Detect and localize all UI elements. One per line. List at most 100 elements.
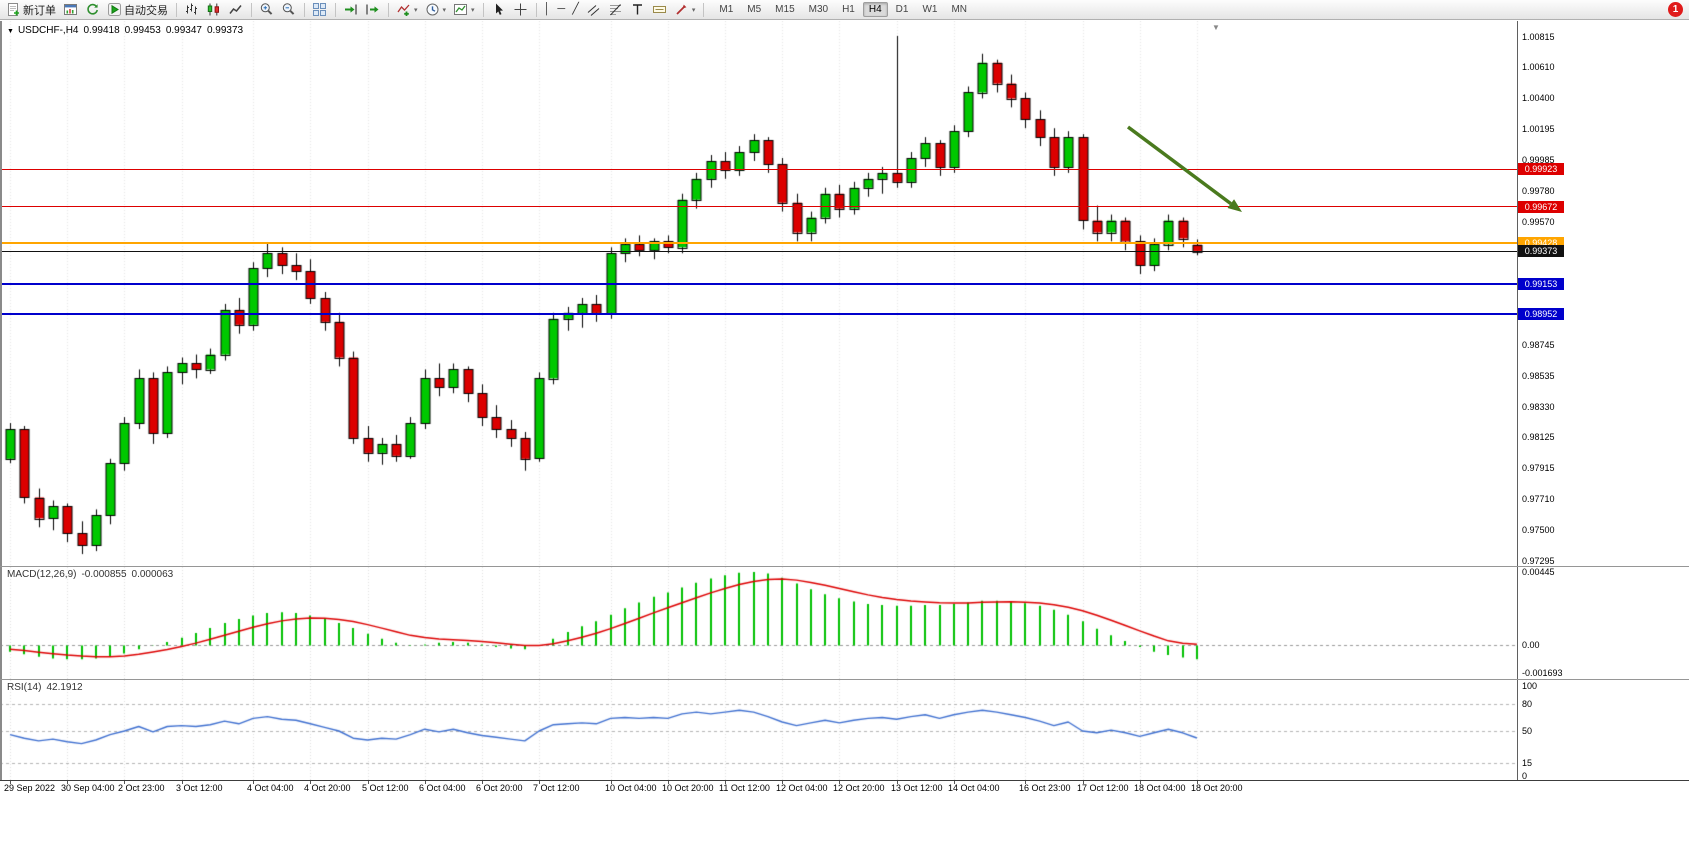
crosshair-tool-button[interactable] <box>510 0 531 19</box>
resistance-line-lower[interactable] <box>0 206 1517 208</box>
toolbar-separator <box>535 2 537 17</box>
time-axis-label: 4 Oct 20:00 <box>304 783 351 793</box>
auto-scroll-icon <box>345 4 357 15</box>
time-axis-tick <box>253 780 254 784</box>
toolbar-separator <box>482 2 484 17</box>
time-axis-label: 16 Oct 23:00 <box>1019 783 1071 793</box>
autotrading-play-icon <box>108 3 121 16</box>
price-chart-canvas[interactable] <box>0 21 1517 566</box>
refresh-button[interactable] <box>82 0 103 19</box>
macd-scale-tick: -0.001693 <box>1522 668 1563 679</box>
rsi-scale-tick: 100 <box>1522 681 1538 691</box>
macd-indicator-canvas[interactable] <box>0 567 1517 679</box>
vertical-line-tool-button[interactable]: │ <box>541 0 554 19</box>
trendline-tool-button[interactable]: ╱ <box>569 0 582 19</box>
notification-badge[interactable]: 1 <box>1668 2 1683 17</box>
new-order-label: 新订单 <box>23 4 56 17</box>
chevron-down-icon: ▾ <box>691 6 696 14</box>
price-tick: 1.00610 <box>1522 62 1555 73</box>
line-chart-mode-button[interactable] <box>225 0 246 19</box>
tile-windows-button[interactable] <box>309 0 330 19</box>
chart-shift-marker[interactable]: ▼ <box>1212 23 1220 32</box>
chart-title: ▼ USDCHF-,H4 0.99418 0.99453 0.99347 0.99373 <box>7 25 248 36</box>
zoom-in-icon <box>260 3 273 15</box>
template-icon <box>454 4 468 15</box>
resistance-line-lower-price-badge: 0.99672 <box>1518 200 1564 213</box>
bid-price-line[interactable] <box>0 250 1517 252</box>
time-axis-tick <box>897 780 898 784</box>
arrows-tool-button[interactable]: ▾ <box>671 0 699 19</box>
time-axis-label: 7 Oct 12:00 <box>533 783 580 793</box>
macd-pane-splitter[interactable] <box>0 566 1689 567</box>
channel-icon <box>587 5 600 16</box>
chart-shift-button[interactable] <box>362 0 383 19</box>
timeframe-button-mn[interactable]: MN <box>951 4 968 15</box>
support-line-lower-price-badge: 0.98952 <box>1518 308 1564 321</box>
close-value: 0.99373 <box>206 25 244 36</box>
high-value: 0.99453 <box>124 25 161 36</box>
rsi-pane-splitter[interactable] <box>0 679 1689 680</box>
support-line-upper-price-badge: 0.99153 <box>1518 278 1564 291</box>
macd-main-value: -0.000855 <box>81 569 127 580</box>
timeframe-button-m5[interactable]: M5 <box>747 4 762 15</box>
auto-scroll-button[interactable] <box>340 0 361 19</box>
time-axis-tick <box>182 780 183 784</box>
time-axis-label: 14 Oct 04:00 <box>948 783 1000 793</box>
timeframe-button-m30[interactable]: M30 <box>808 4 829 15</box>
rsi-label: RSI(14) 42.1912 <box>7 682 88 693</box>
templates-button[interactable]: ▾ <box>450 0 478 19</box>
zoom-in-button[interactable] <box>256 0 277 19</box>
toolbar-separator <box>335 2 336 17</box>
bar-chart-mode-button[interactable] <box>181 0 202 19</box>
new-order-button[interactable]: 新订单 <box>3 0 59 19</box>
horizontal-levels <box>0 21 1517 566</box>
indicators-button[interactable]: ▾ <box>393 0 421 19</box>
candlestick-mode-button[interactable] <box>203 0 224 19</box>
chart-window-button[interactable] <box>60 0 81 19</box>
zoom-out-icon <box>282 3 295 15</box>
zoom-out-button[interactable] <box>278 0 299 19</box>
chevron-down-icon: ▾ <box>414 6 418 14</box>
timeframe-button-d1[interactable]: D1 <box>895 4 909 15</box>
fibonacci-tool-button[interactable] <box>605 0 626 19</box>
periods-button[interactable]: ▾ <box>422 0 450 19</box>
timeframe-button-h4[interactable]: H4 <box>862 2 888 17</box>
timeframe-button-w1[interactable]: W1 <box>922 4 938 15</box>
pivot-line-orange[interactable] <box>0 242 1517 245</box>
time-axis-tick <box>839 780 840 784</box>
time-axis-tick <box>954 780 955 784</box>
text-tool-button[interactable] <box>627 0 648 19</box>
vertical-line-icon: │ <box>543 3 551 15</box>
resistance-line-upper[interactable] <box>0 168 1517 170</box>
time-axis-tick <box>1025 780 1026 784</box>
price-tick: 1.00815 <box>1522 31 1555 42</box>
timeframe-button-h1[interactable]: H1 <box>842 4 855 15</box>
price-tick: 0.99985 <box>1522 155 1555 166</box>
cursor-tool-button[interactable] <box>488 0 509 19</box>
time-axis-tick <box>124 780 125 784</box>
price-tick: 0.99570 <box>1522 217 1555 228</box>
timeframe-button-m1[interactable]: M1 <box>719 4 734 15</box>
trendline-icon: ╱ <box>572 3 579 15</box>
rsi-indicator-canvas[interactable] <box>0 680 1517 780</box>
channel-tool-button[interactable] <box>583 0 604 19</box>
time-axis-tick <box>611 780 612 784</box>
timeframe-button-m15[interactable]: M15 <box>775 4 795 15</box>
price-tick: 0.97500 <box>1522 525 1555 536</box>
rsi-scale-tick: 80 <box>1522 699 1533 709</box>
macd-scale-tick: 0.00 <box>1522 640 1540 651</box>
autotrading-button[interactable]: 自动交易 <box>104 0 171 19</box>
price-scale[interactable]: 1.00815 1.00610 1.00400 1.00195 0.99985 0.997… <box>1517 21 1689 781</box>
clock-icon <box>426 3 439 16</box>
time-axis[interactable]: 29 Sep 2022 30 Sep 04:00 2 Oct 23:00 3 Oct … <box>0 780 1689 798</box>
arrow-object-icon <box>676 4 687 15</box>
label-tool-button[interactable] <box>649 0 670 19</box>
horizontal-line-tool-button[interactable]: ─ <box>554 0 568 19</box>
time-axis-tick <box>67 780 68 784</box>
time-axis-label: 10 Oct 04:00 <box>605 783 657 793</box>
label-icon <box>652 6 666 13</box>
support-line-upper[interactable] <box>0 283 1517 286</box>
macd-name: MACD(12,26,9) <box>7 569 77 580</box>
time-axis-label: 29 Sep 2022 <box>4 783 56 793</box>
support-line-lower[interactable] <box>0 313 1517 316</box>
